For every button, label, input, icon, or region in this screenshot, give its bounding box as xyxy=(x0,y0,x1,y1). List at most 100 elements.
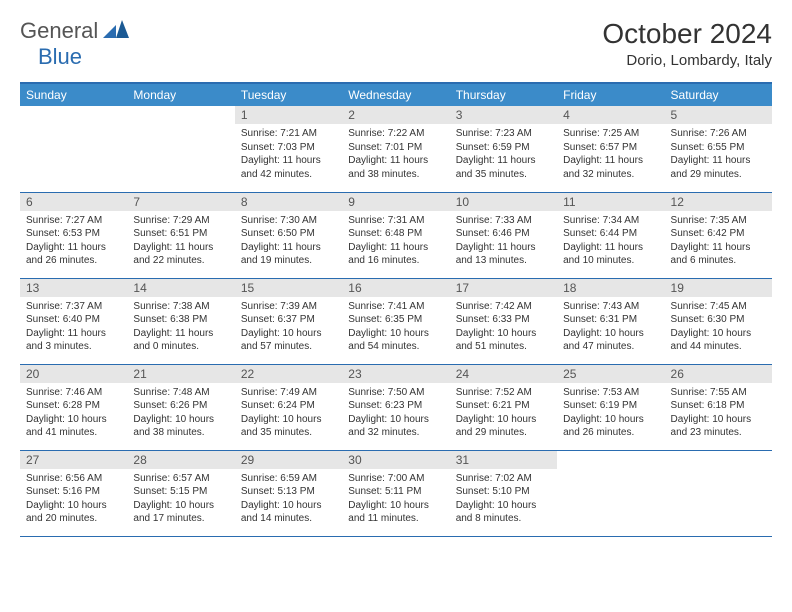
calendar-cell: 30Sunrise: 7:00 AMSunset: 5:11 PMDayligh… xyxy=(342,450,449,536)
day-data: Sunrise: 7:50 AMSunset: 6:23 PMDaylight:… xyxy=(342,383,449,444)
day-data: Sunrise: 7:27 AMSunset: 6:53 PMDaylight:… xyxy=(20,211,127,272)
day-number: 2 xyxy=(342,106,449,124)
calendar-cell: 12Sunrise: 7:35 AMSunset: 6:42 PMDayligh… xyxy=(665,192,772,278)
calendar-cell: 31Sunrise: 7:02 AMSunset: 5:10 PMDayligh… xyxy=(450,450,557,536)
calendar-cell: 26Sunrise: 7:55 AMSunset: 6:18 PMDayligh… xyxy=(665,364,772,450)
calendar-body: ....1Sunrise: 7:21 AMSunset: 7:03 PMDayl… xyxy=(20,106,772,536)
calendar-cell: 9Sunrise: 7:31 AMSunset: 6:48 PMDaylight… xyxy=(342,192,449,278)
day-data: Sunrise: 7:23 AMSunset: 6:59 PMDaylight:… xyxy=(450,124,557,185)
day-data: Sunrise: 7:37 AMSunset: 6:40 PMDaylight:… xyxy=(20,297,127,358)
day-header: Sunday xyxy=(20,83,127,106)
logo: General Blue xyxy=(20,18,129,70)
day-data: Sunrise: 7:29 AMSunset: 6:51 PMDaylight:… xyxy=(127,211,234,272)
calendar-cell: .. xyxy=(127,106,234,192)
calendar-row: 6Sunrise: 7:27 AMSunset: 6:53 PMDaylight… xyxy=(20,192,772,278)
day-data: Sunrise: 7:35 AMSunset: 6:42 PMDaylight:… xyxy=(665,211,772,272)
day-number: 10 xyxy=(450,193,557,211)
day-number: 27 xyxy=(20,451,127,469)
calendar-cell: 25Sunrise: 7:53 AMSunset: 6:19 PMDayligh… xyxy=(557,364,664,450)
calendar-cell: 21Sunrise: 7:48 AMSunset: 6:26 PMDayligh… xyxy=(127,364,234,450)
calendar-cell: .. xyxy=(557,450,664,536)
day-number: 17 xyxy=(450,279,557,297)
day-number: 9 xyxy=(342,193,449,211)
logo-general: General xyxy=(20,18,98,43)
day-data: Sunrise: 6:59 AMSunset: 5:13 PMDaylight:… xyxy=(235,469,342,530)
calendar-cell: 27Sunrise: 6:56 AMSunset: 5:16 PMDayligh… xyxy=(20,450,127,536)
day-header: Saturday xyxy=(665,83,772,106)
day-number: 25 xyxy=(557,365,664,383)
day-number: 6 xyxy=(20,193,127,211)
day-number: 13 xyxy=(20,279,127,297)
day-number: 12 xyxy=(665,193,772,211)
day-number: 28 xyxy=(127,451,234,469)
calendar-cell: 1Sunrise: 7:21 AMSunset: 7:03 PMDaylight… xyxy=(235,106,342,192)
day-data: Sunrise: 7:55 AMSunset: 6:18 PMDaylight:… xyxy=(665,383,772,444)
day-number: 11 xyxy=(557,193,664,211)
day-data: Sunrise: 7:46 AMSunset: 6:28 PMDaylight:… xyxy=(20,383,127,444)
day-number: 19 xyxy=(665,279,772,297)
day-header: Friday xyxy=(557,83,664,106)
day-data: Sunrise: 7:38 AMSunset: 6:38 PMDaylight:… xyxy=(127,297,234,358)
day-data: Sunrise: 7:22 AMSunset: 7:01 PMDaylight:… xyxy=(342,124,449,185)
location: Dorio, Lombardy, Italy xyxy=(602,52,772,69)
day-data: Sunrise: 7:52 AMSunset: 6:21 PMDaylight:… xyxy=(450,383,557,444)
day-data: Sunrise: 7:00 AMSunset: 5:11 PMDaylight:… xyxy=(342,469,449,530)
day-number: 29 xyxy=(235,451,342,469)
calendar-row: 27Sunrise: 6:56 AMSunset: 5:16 PMDayligh… xyxy=(20,450,772,536)
day-data: Sunrise: 7:26 AMSunset: 6:55 PMDaylight:… xyxy=(665,124,772,185)
calendar-cell: 22Sunrise: 7:49 AMSunset: 6:24 PMDayligh… xyxy=(235,364,342,450)
calendar-cell: 6Sunrise: 7:27 AMSunset: 6:53 PMDaylight… xyxy=(20,192,127,278)
month-title: October 2024 xyxy=(602,18,772,50)
day-data: Sunrise: 7:48 AMSunset: 6:26 PMDaylight:… xyxy=(127,383,234,444)
day-number: 7 xyxy=(127,193,234,211)
calendar-cell: 19Sunrise: 7:45 AMSunset: 6:30 PMDayligh… xyxy=(665,278,772,364)
calendar-cell: 28Sunrise: 6:57 AMSunset: 5:15 PMDayligh… xyxy=(127,450,234,536)
calendar-cell: 23Sunrise: 7:50 AMSunset: 6:23 PMDayligh… xyxy=(342,364,449,450)
day-number: 16 xyxy=(342,279,449,297)
calendar-cell: 29Sunrise: 6:59 AMSunset: 5:13 PMDayligh… xyxy=(235,450,342,536)
day-number: 3 xyxy=(450,106,557,124)
calendar-table: SundayMondayTuesdayWednesdayThursdayFrid… xyxy=(20,82,772,537)
day-data: Sunrise: 7:21 AMSunset: 7:03 PMDaylight:… xyxy=(235,124,342,185)
day-number: 4 xyxy=(557,106,664,124)
day-number: 5 xyxy=(665,106,772,124)
day-number: 30 xyxy=(342,451,449,469)
day-data: Sunrise: 7:45 AMSunset: 6:30 PMDaylight:… xyxy=(665,297,772,358)
day-data: Sunrise: 7:43 AMSunset: 6:31 PMDaylight:… xyxy=(557,297,664,358)
calendar-cell: .. xyxy=(665,450,772,536)
calendar-cell: 24Sunrise: 7:52 AMSunset: 6:21 PMDayligh… xyxy=(450,364,557,450)
day-header: Monday xyxy=(127,83,234,106)
calendar-cell: 14Sunrise: 7:38 AMSunset: 6:38 PMDayligh… xyxy=(127,278,234,364)
day-data: Sunrise: 7:53 AMSunset: 6:19 PMDaylight:… xyxy=(557,383,664,444)
day-data: Sunrise: 6:57 AMSunset: 5:15 PMDaylight:… xyxy=(127,469,234,530)
day-data: Sunrise: 7:41 AMSunset: 6:35 PMDaylight:… xyxy=(342,297,449,358)
calendar-cell: 7Sunrise: 7:29 AMSunset: 6:51 PMDaylight… xyxy=(127,192,234,278)
day-data: Sunrise: 7:39 AMSunset: 6:37 PMDaylight:… xyxy=(235,297,342,358)
calendar-row: ....1Sunrise: 7:21 AMSunset: 7:03 PMDayl… xyxy=(20,106,772,192)
calendar-cell: 16Sunrise: 7:41 AMSunset: 6:35 PMDayligh… xyxy=(342,278,449,364)
calendar-cell: 3Sunrise: 7:23 AMSunset: 6:59 PMDaylight… xyxy=(450,106,557,192)
day-data: Sunrise: 7:33 AMSunset: 6:46 PMDaylight:… xyxy=(450,211,557,272)
logo-text-block: General Blue xyxy=(20,18,129,70)
day-data: Sunrise: 7:42 AMSunset: 6:33 PMDaylight:… xyxy=(450,297,557,358)
day-number: 24 xyxy=(450,365,557,383)
day-number: 31 xyxy=(450,451,557,469)
day-header: Tuesday xyxy=(235,83,342,106)
day-header: Thursday xyxy=(450,83,557,106)
day-header: Wednesday xyxy=(342,83,449,106)
calendar-cell: 11Sunrise: 7:34 AMSunset: 6:44 PMDayligh… xyxy=(557,192,664,278)
day-number: 23 xyxy=(342,365,449,383)
calendar-cell: 8Sunrise: 7:30 AMSunset: 6:50 PMDaylight… xyxy=(235,192,342,278)
day-number: 8 xyxy=(235,193,342,211)
day-number: 26 xyxy=(665,365,772,383)
day-number: 18 xyxy=(557,279,664,297)
day-number: 1 xyxy=(235,106,342,124)
logo-mark-icon xyxy=(103,20,129,43)
day-number: 22 xyxy=(235,365,342,383)
calendar-cell: 4Sunrise: 7:25 AMSunset: 6:57 PMDaylight… xyxy=(557,106,664,192)
day-number: 21 xyxy=(127,365,234,383)
title-block: October 2024 Dorio, Lombardy, Italy xyxy=(602,18,772,69)
day-data: Sunrise: 7:31 AMSunset: 6:48 PMDaylight:… xyxy=(342,211,449,272)
day-data: Sunrise: 6:56 AMSunset: 5:16 PMDaylight:… xyxy=(20,469,127,530)
calendar-row: 20Sunrise: 7:46 AMSunset: 6:28 PMDayligh… xyxy=(20,364,772,450)
